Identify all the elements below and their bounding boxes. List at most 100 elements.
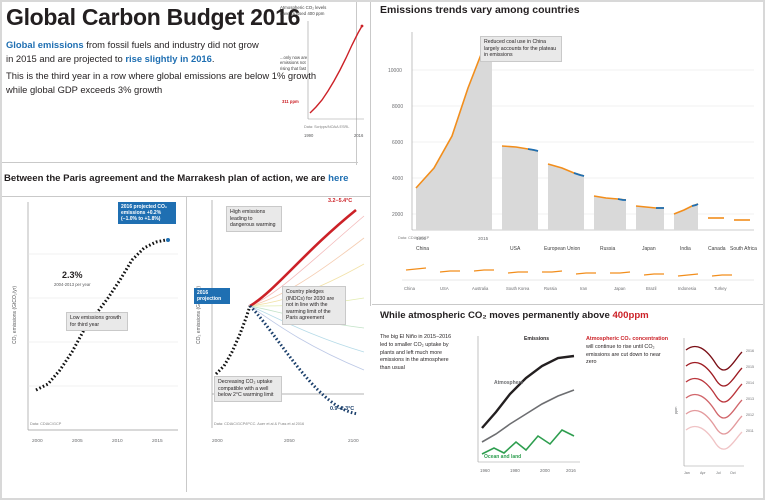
paris-inner-divider — [186, 196, 187, 492]
svg-text:2050: 2050 — [284, 438, 295, 444]
paris-title: Between the Paris agreement and the Marr… — [4, 173, 348, 184]
header-lead-text1: from fossil fuels and industry did not g… — [83, 39, 259, 50]
svg-text:European Union: European Union — [544, 246, 580, 252]
svg-text:6000: 6000 — [392, 140, 403, 146]
co2-levels-inset: Atmospheric CO₂ levels have crossed 400 … — [278, 3, 370, 153]
trends-source: Data: CDIAC/GCP — [398, 236, 430, 240]
svg-text:2000: 2000 — [32, 438, 43, 444]
svg-text:USA: USA — [440, 286, 449, 291]
trends-title: Emissions trends vary among countries — [380, 4, 580, 16]
co2-inset-value-311: 311 ppm — [282, 99, 299, 104]
svg-text:India: India — [680, 246, 691, 252]
svg-text:China: China — [416, 246, 429, 252]
chart-b-low-label: 0.9−2.3°C — [330, 406, 355, 412]
chart-b-2016-callout: 2016 projection — [194, 288, 230, 304]
chart-a-growth-sub: 2004-2013 per year — [54, 282, 91, 287]
right-horizontal-divider — [372, 304, 765, 305]
chart-b-source: Data: CDIAC/GCP/IPCC. Auer et al & Fuss … — [214, 422, 305, 426]
paris-top-divider — [0, 196, 370, 197]
paris-title-here: here — [328, 173, 349, 184]
svg-text:2005: 2005 — [72, 438, 83, 444]
svg-text:2015: 2015 — [746, 365, 754, 369]
svg-text:2100: 2100 — [348, 438, 359, 444]
svg-text:Oct: Oct — [730, 471, 736, 475]
svg-text:CO₂ emissions (GtCO₂/yr): CO₂ emissions (GtCO₂/yr) — [12, 286, 18, 344]
country-emissions-chart: 2000 4000 6000 8000 10000 — [388, 32, 757, 252]
co2-inset-source: Data: Scripps/NOAA ESRL — [304, 125, 350, 129]
svg-text:Australia: Australia — [472, 286, 489, 291]
header-lead-text3: . — [211, 53, 215, 65]
carbon-partition-chart: 1960 1980 2000 2016 — [477, 336, 580, 473]
ppm-legend-emissions: Emissions — [524, 336, 550, 342]
per-capita-mini-chart: China USA Australia South Korea Russia I… — [402, 267, 754, 291]
svg-text:4000: 4000 — [392, 176, 403, 182]
svg-text:2000: 2000 — [212, 438, 223, 444]
svg-text:2010: 2010 — [112, 438, 123, 444]
trends-callout: Reduced coal use in China largely accoun… — [480, 36, 562, 62]
svg-text:Russia: Russia — [600, 246, 616, 252]
svg-text:1980: 1980 — [510, 468, 520, 473]
co2-inset-annotation-top-text: Atmospheric CO₂ levels have crossed 400 … — [280, 5, 327, 16]
svg-text:South Africa: South Africa — [730, 246, 757, 252]
svg-text:China: China — [404, 286, 416, 291]
paris-panel: Between the Paris agreement and the Marr… — [0, 168, 370, 500]
svg-text:2013: 2013 — [746, 397, 754, 401]
paris-title-text: Between the Paris agreement and the Marr… — [4, 173, 329, 184]
svg-text:Turkey: Turkey — [714, 286, 728, 291]
svg-text:2015: 2015 — [478, 236, 489, 241]
chart-a-growth-label: 2.3% — [62, 270, 83, 280]
header-vertical-divider — [356, 0, 357, 165]
svg-text:USA: USA — [510, 246, 521, 252]
svg-text:ppm: ppm — [674, 407, 678, 414]
ppm-title: While atmospheric CO₂ moves permanently … — [380, 310, 649, 321]
ppm-text-right-highlight: Atmospheric CO₂ concentration — [586, 336, 669, 342]
svg-text:2016: 2016 — [746, 349, 754, 353]
header-lead-text2: in 2015 and are projected to — [6, 53, 126, 65]
svg-text:Canada: Canada — [708, 246, 726, 252]
svg-text:Brazil: Brazil — [646, 286, 657, 291]
svg-text:Japan: Japan — [614, 286, 626, 291]
co2-inset-annotation-mid: ...only now are emissions not rising tha… — [280, 55, 308, 71]
ppm-seasonal-chart: 2016 2015 2014 2013 2012 2011 Jan Apr Ju… — [674, 338, 754, 475]
header-lead-highlight2: rise slightly in 2016 — [125, 53, 212, 65]
svg-text:2012: 2012 — [746, 413, 754, 417]
svg-text:1990: 1990 — [416, 236, 427, 241]
svg-text:Japan: Japan — [642, 246, 656, 252]
header-body: This is the third year in a row where gl… — [6, 69, 317, 95]
svg-text:Jul: Jul — [716, 471, 721, 475]
svg-text:1960: 1960 — [480, 468, 490, 473]
chart-b-high-label: 3.2−5.4°C — [328, 198, 353, 204]
scenarios-svg: CO₂ emissions (GtCO₂/yr) 2000 2050 2100 — [196, 200, 365, 444]
svg-text:2000: 2000 — [392, 212, 403, 218]
co2-inset-sparkline — [307, 21, 364, 120]
svg-text:Jan: Jan — [684, 471, 690, 475]
header-block: Global Carbon Budget 2016 Global emissio… — [0, 0, 358, 168]
svg-text:2016: 2016 — [566, 468, 576, 473]
scenarios-chart: CO₂ emissions (GtCO₂/yr) 2000 2050 2100 … — [188, 194, 368, 462]
chart-a-low-growth-callout: Low emissions growth for third year — [66, 312, 128, 331]
global-emissions-chart: CO₂ emissions (GtCO₂/yr) 2000 2005 2010 … — [6, 194, 182, 462]
chart-b-low-callout: Decreasing CO₂ uptake compatible with a … — [214, 376, 282, 402]
svg-text:8000: 8000 — [392, 104, 403, 110]
co2-inset-xtick-1: 2016 — [354, 133, 364, 138]
ppm-legend-ocean: Ocean and land — [484, 454, 522, 460]
header-lead: Global emissions from fossil fuels and i… — [6, 38, 336, 97]
svg-text:Iran: Iran — [580, 286, 588, 291]
svg-text:2000: 2000 — [540, 468, 550, 473]
chart-b-indc-callout: Country pledges (INDCs) for 2030 are not… — [282, 286, 346, 325]
svg-text:CO₂ emissions (GtCO₂/yr): CO₂ emissions (GtCO₂/yr) — [196, 286, 202, 344]
ppm-text-left: The big El Niño in 2015−2016 led to smal… — [380, 334, 452, 372]
svg-text:South Korea: South Korea — [506, 286, 530, 291]
co2-inset-xtick-0: 1990 — [304, 133, 314, 138]
chart-b-high-callout: High emissions leading to dangerous warm… — [226, 206, 282, 232]
ppm-legend-atmosphere: Atmosphere — [494, 380, 524, 386]
ppm-text-right: Atmospheric CO₂ concentration will conti… — [586, 336, 672, 367]
ppm-title-highlight: 400ppm — [612, 310, 649, 321]
ppm-panel: While atmospheric CO₂ moves permanently … — [372, 306, 765, 500]
chart-a-source: Data: CDIAC/GCP — [30, 422, 62, 426]
co2-inset-annotation-top: Atmospheric CO₂ levels have crossed 400 … — [280, 5, 336, 16]
svg-text:Apr: Apr — [700, 471, 706, 475]
page-title: Global Carbon Budget 2016 — [6, 4, 301, 30]
svg-text:Indonesia: Indonesia — [678, 286, 697, 291]
